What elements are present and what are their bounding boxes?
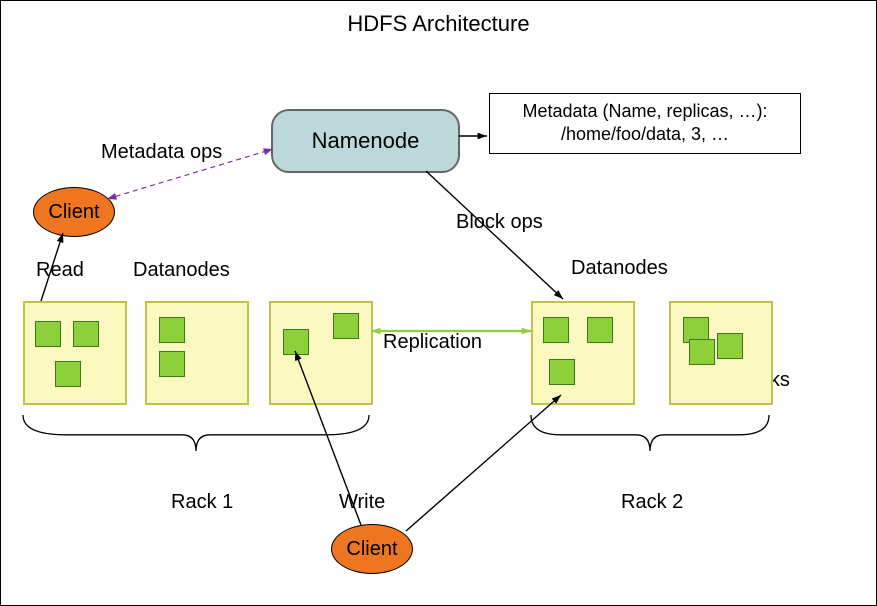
label-read: Read bbox=[36, 259, 84, 282]
label-datanodes-right: Datanodes bbox=[571, 257, 668, 280]
datanode bbox=[531, 301, 635, 405]
label-rack2: Rack 2 bbox=[621, 491, 683, 514]
namenode-box: Namenode bbox=[271, 109, 460, 173]
data-block bbox=[543, 317, 569, 343]
datanode bbox=[669, 301, 773, 405]
diagram-title: HDFS Architecture bbox=[1, 11, 876, 37]
label-rack1: Rack 1 bbox=[171, 491, 233, 514]
data-block bbox=[283, 329, 309, 355]
label-block-ops: Block ops bbox=[456, 211, 543, 234]
label-metadata-ops: Metadata ops bbox=[101, 141, 222, 164]
data-block bbox=[717, 333, 743, 359]
datanode bbox=[23, 301, 127, 405]
data-block bbox=[689, 339, 715, 365]
datanode bbox=[269, 301, 373, 405]
namenode-label: Namenode bbox=[312, 128, 420, 154]
data-block bbox=[333, 313, 359, 339]
data-block bbox=[35, 321, 61, 347]
data-block bbox=[73, 321, 99, 347]
metadata-box: Metadata (Name, replicas, …): /home/foo/… bbox=[489, 93, 801, 154]
client-read: Client bbox=[33, 187, 115, 237]
data-block bbox=[587, 317, 613, 343]
label-replication: Replication bbox=[383, 331, 482, 354]
label-datanodes-left: Datanodes bbox=[133, 259, 230, 282]
client-write-label: Client bbox=[346, 538, 397, 561]
metadata-line2: /home/foo/data, 3, … bbox=[500, 123, 790, 146]
data-block bbox=[159, 351, 185, 377]
metadata-line1: Metadata (Name, replicas, …): bbox=[500, 100, 790, 123]
client-write: Client bbox=[331, 524, 413, 574]
data-block bbox=[55, 361, 81, 387]
data-block bbox=[549, 359, 575, 385]
diagram-canvas: HDFS Architecture Namenode Metadata (Nam… bbox=[0, 0, 877, 606]
datanode bbox=[145, 301, 249, 405]
label-write: Write bbox=[339, 491, 385, 514]
data-block bbox=[159, 317, 185, 343]
client-read-label: Client bbox=[48, 201, 99, 224]
